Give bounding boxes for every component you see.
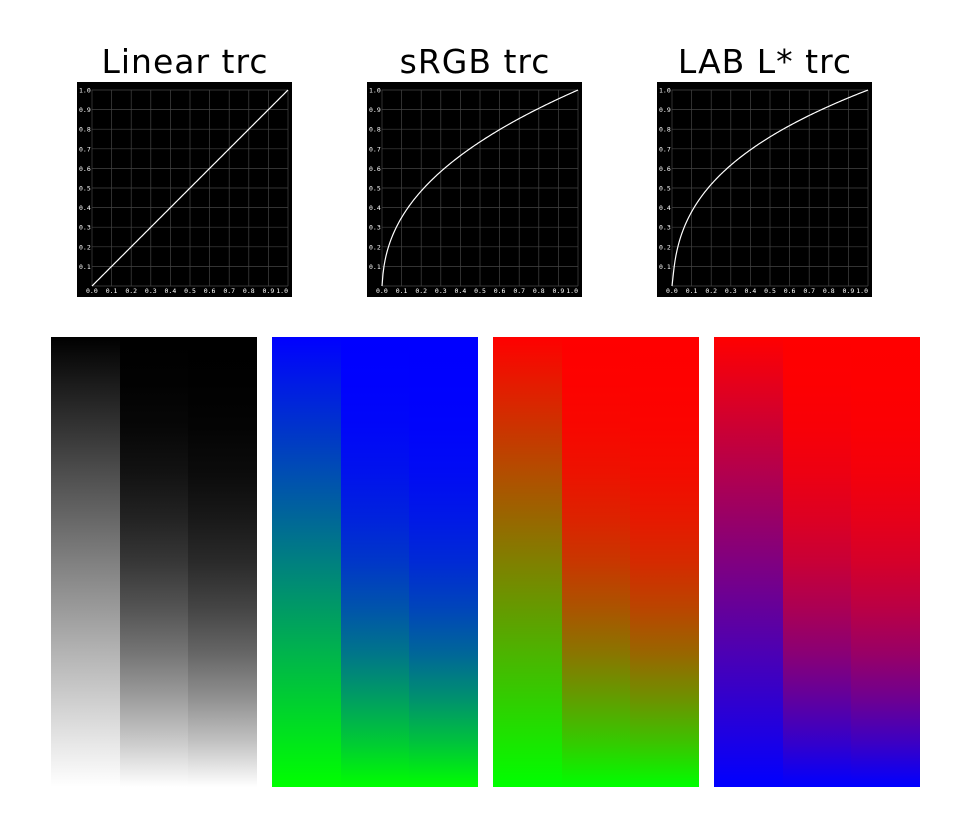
x-tick-label: 0.6 bbox=[204, 287, 216, 295]
x-tick-label: 0.2 bbox=[125, 287, 137, 295]
y-tick-label: 0.4 bbox=[659, 204, 671, 212]
gradient-column-lab bbox=[630, 337, 700, 787]
y-tick-label: 0.9 bbox=[659, 106, 671, 114]
chart-title-linear: Linear trc bbox=[101, 42, 269, 81]
chart-title-srgb: sRGB trc bbox=[399, 42, 551, 81]
gradient-column-linear bbox=[272, 337, 341, 787]
y-tick-label: 0.5 bbox=[369, 185, 381, 193]
y-tick-label: 0.6 bbox=[659, 165, 671, 173]
plot-lab: 0.0 0.1 0.2 0.3 0.4 0.5 0.6 0.7 0.8 0.9 1.0 0.1 0.2 0… bbox=[657, 82, 872, 297]
y-tick-label: 0.2 bbox=[369, 243, 381, 251]
x-tick-label: 0.7 bbox=[223, 287, 235, 295]
x-tick-label: 0.0 bbox=[86, 287, 98, 295]
trc-curve bbox=[91, 89, 289, 287]
plot-background bbox=[77, 82, 292, 297]
chart-title-lab: LAB L* trc bbox=[677, 42, 853, 81]
x-tick-label: 0.0 bbox=[376, 287, 388, 295]
y-tick-label: 0.3 bbox=[79, 224, 91, 232]
x-tick-label: 0.4 bbox=[165, 287, 177, 295]
y-tick-label: 1.0 bbox=[79, 87, 91, 95]
gradient-column-linear bbox=[714, 337, 783, 787]
y-tick-label: 0.1 bbox=[369, 263, 381, 271]
gradient-column-lab bbox=[409, 337, 479, 787]
x-tick-label: 0.5 bbox=[184, 287, 196, 295]
x-tick-label: 0.4 bbox=[455, 287, 467, 295]
x-tick-label: 0.9 bbox=[263, 287, 275, 295]
x-tick-label: 0.5 bbox=[764, 287, 776, 295]
y-tick-label: 0.2 bbox=[79, 243, 91, 251]
gradient-column-srgb bbox=[782, 337, 852, 787]
plot-linear: 0.0 0.1 0.2 0.3 0.4 0.5 0.6 0.7 0.8 0.9 1.0 0.1 0.2 0… bbox=[77, 82, 292, 297]
x-tick-label: 0.6 bbox=[494, 287, 506, 295]
x-tick-label: 0.8 bbox=[243, 287, 255, 295]
y-tick-label: 0.2 bbox=[659, 243, 671, 251]
gradient-column-srgb bbox=[561, 337, 631, 787]
x-tick-label: 0.1 bbox=[686, 287, 698, 295]
trc-curve bbox=[381, 89, 579, 287]
chart-svg-lab: 0.0 0.1 0.2 0.3 0.4 0.5 0.6 0.7 0.8 0.9 1.00.10.20… bbox=[657, 82, 872, 297]
x-tick-label: 0.3 bbox=[435, 287, 447, 295]
gradient-column-lab bbox=[851, 337, 921, 787]
x-tick-label: 1.0 bbox=[566, 287, 578, 295]
x-tick-label: 0.8 bbox=[823, 287, 835, 295]
gradient-column-srgb bbox=[119, 337, 189, 787]
x-tick-label: 0.8 bbox=[533, 287, 545, 295]
x-tick-label: 0.6 bbox=[784, 287, 796, 295]
y-tick-label: 0.7 bbox=[659, 145, 671, 153]
y-tick-label: 0.3 bbox=[659, 224, 671, 232]
x-tick-label: 0.1 bbox=[106, 287, 118, 295]
x-tick-label: 0.0 bbox=[666, 287, 678, 295]
gradient-panel-gray bbox=[51, 337, 258, 787]
x-tick-label: 0.1 bbox=[396, 287, 408, 295]
x-tick-label: 1.0 bbox=[276, 287, 288, 295]
gradient-panel-blue-green bbox=[272, 337, 479, 787]
x-tick-label: 0.7 bbox=[513, 287, 525, 295]
y-tick-label: 0.5 bbox=[79, 185, 91, 193]
trc-curve bbox=[671, 89, 869, 287]
y-tick-label: 0.7 bbox=[369, 145, 381, 153]
x-tick-label: 0.3 bbox=[145, 287, 157, 295]
y-tick-label: 0.6 bbox=[369, 165, 381, 173]
y-tick-label: 0.6 bbox=[79, 165, 91, 173]
x-tick-label: 0.4 bbox=[745, 287, 757, 295]
y-tick-label: 0.3 bbox=[369, 224, 381, 232]
y-tick-label: 0.4 bbox=[369, 204, 381, 212]
gradient-column-srgb bbox=[340, 337, 410, 787]
gradient-panel-red-green bbox=[493, 337, 700, 787]
chart-svg-srgb: 0.0 0.1 0.2 0.3 0.4 0.5 0.6 0.7 0.8 0.9 1.00.10.20… bbox=[367, 82, 582, 297]
x-tick-label: 0.9 bbox=[843, 287, 855, 295]
y-tick-label: 1.0 bbox=[369, 87, 381, 95]
gradient-column-linear bbox=[493, 337, 562, 787]
chart-svg-linear: 0.0 0.1 0.2 0.3 0.4 0.5 0.6 0.7 0.8 0.9 1.00.10.20… bbox=[77, 82, 292, 297]
x-tick-label: 0.7 bbox=[803, 287, 815, 295]
y-tick-label: 0.8 bbox=[659, 126, 671, 134]
y-tick-label: 0.7 bbox=[79, 145, 91, 153]
gradient-column-linear bbox=[51, 337, 120, 787]
x-tick-label: 0.2 bbox=[705, 287, 717, 295]
y-tick-label: 0.9 bbox=[369, 106, 381, 114]
gradient-panel-red-blue bbox=[714, 337, 921, 787]
y-tick-label: 0.1 bbox=[79, 263, 91, 271]
y-tick-label: 0.8 bbox=[79, 126, 91, 134]
plot-background bbox=[367, 82, 582, 297]
x-tick-label: 0.3 bbox=[725, 287, 737, 295]
y-tick-label: 0.4 bbox=[79, 204, 91, 212]
y-tick-label: 1.0 bbox=[659, 87, 671, 95]
gradient-column-lab bbox=[188, 337, 258, 787]
y-tick-label: 0.8 bbox=[369, 126, 381, 134]
x-tick-label: 1.0 bbox=[856, 287, 868, 295]
x-tick-label: 0.5 bbox=[474, 287, 486, 295]
y-tick-label: 0.1 bbox=[659, 263, 671, 271]
x-tick-label: 0.2 bbox=[415, 287, 427, 295]
plot-background bbox=[657, 82, 872, 297]
y-tick-label: 0.5 bbox=[659, 185, 671, 193]
x-tick-label: 0.9 bbox=[553, 287, 565, 295]
plot-srgb: 0.0 0.1 0.2 0.3 0.4 0.5 0.6 0.7 0.8 0.9 1.0 0.1 0.2 0… bbox=[367, 82, 582, 297]
y-tick-label: 0.9 bbox=[79, 106, 91, 114]
